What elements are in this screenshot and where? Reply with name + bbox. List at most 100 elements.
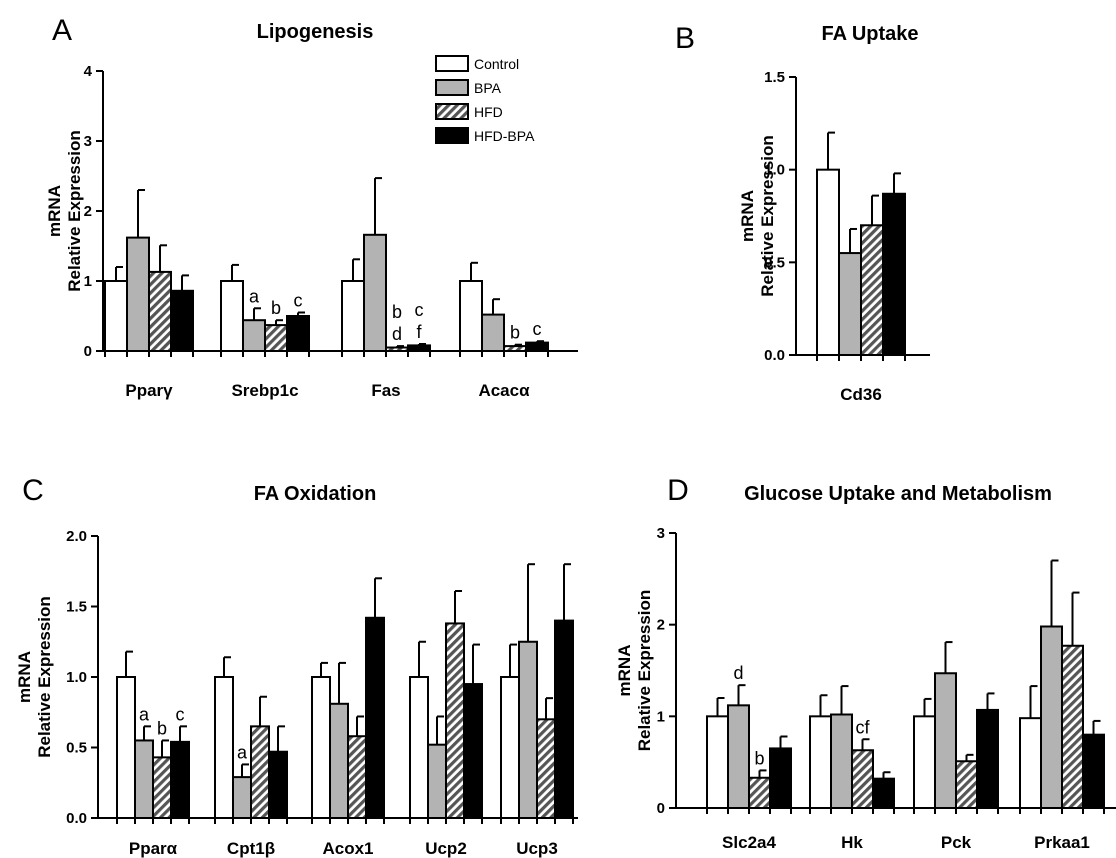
category-label: Pparα (129, 839, 178, 858)
category-label: Ucp3 (516, 839, 558, 858)
bar-bpa (518, 640, 538, 819)
significance-letter: b (271, 298, 281, 318)
bar-bpa (727, 704, 750, 809)
category-label: Ucp2 (425, 839, 467, 858)
y-tick-label: 1 (657, 708, 665, 725)
y-axis-label-line: Relative Expression (758, 135, 777, 297)
y-tick-label: 0.5 (66, 740, 87, 757)
bar-control (409, 676, 429, 819)
bar-control (459, 280, 483, 352)
panel-letter: A (52, 14, 72, 47)
panel-a: A Lipogenesis mRNARelative Expression 0 1 2 3 4… (45, 14, 578, 400)
bar-hfd-bpa (882, 192, 906, 356)
bar-hfd-bpa (769, 747, 792, 810)
bar-bpa (1040, 625, 1063, 809)
bar-hfd-bpa (268, 750, 288, 819)
legend: Control BPA HFD HFD-BPA (435, 55, 535, 144)
bar-control (104, 280, 128, 352)
bar-control (341, 280, 365, 352)
chart-title: Lipogenesis (257, 21, 374, 43)
bar-hfd-bpa (1082, 733, 1105, 810)
significance-letter: a (249, 286, 260, 306)
category-label: Prkaa1 (1034, 833, 1090, 852)
bar-hfd (748, 776, 771, 809)
y-axis-label: mRNARelative Expression (45, 130, 84, 292)
y-tick-label: 0.5 (764, 254, 785, 271)
bar-hfd (536, 718, 556, 819)
significance-letter: c (415, 300, 424, 320)
y-axis-label: mRNARelative Expression (615, 590, 654, 752)
bar-bpa (363, 233, 387, 352)
y-tick-label: 4 (84, 63, 93, 80)
legend-label: Control (474, 56, 519, 72)
category-label: Acox1 (322, 839, 373, 858)
bar-control (311, 676, 331, 819)
significance-letter: b (510, 323, 520, 343)
y-tick-label: 2 (657, 617, 665, 634)
bar-bpa (232, 776, 252, 819)
legend-label: HFD-BPA (474, 128, 535, 144)
y-tick-label: 1.5 (66, 599, 87, 616)
bar-hfd-bpa (976, 708, 999, 810)
bar-hfd (955, 760, 978, 809)
bar-bpa (126, 236, 150, 353)
y-tick-label: 0 (84, 343, 92, 360)
bar-control (1019, 717, 1042, 810)
bar-hfd (860, 224, 884, 356)
bar-hfd (851, 749, 874, 809)
category-label: Pparγ (125, 381, 173, 400)
category-label: Acacα (478, 381, 530, 400)
significance-letter: d (733, 663, 743, 683)
bar-hfd (385, 346, 409, 352)
significance-letter: a (237, 742, 248, 762)
bar-control (500, 676, 520, 819)
significance-letter: c (176, 704, 185, 724)
significance-letter: d (392, 324, 402, 344)
y-axis-label-line: Relative Expression (65, 130, 84, 292)
panel-letter: B (675, 22, 695, 55)
bar-hfd (152, 756, 172, 819)
bar-control (809, 715, 832, 809)
panel-d: D Glucose Uptake and Metabolism mRNARelati… (615, 474, 1116, 852)
y-axis-label-line: mRNA (615, 645, 634, 697)
significance-letter: c (294, 291, 303, 311)
bar-control (913, 715, 936, 809)
y-axis-label-line: Relative Expression (635, 590, 654, 752)
bar-hfd-bpa (872, 777, 895, 810)
chart-title: Glucose Uptake and Metabolism (744, 483, 1052, 505)
legend-label: BPA (474, 80, 502, 96)
bar-hfd (1061, 644, 1084, 809)
category-label: Hk (841, 833, 863, 852)
category-label: Cd36 (840, 385, 882, 404)
panel-letter: C (22, 474, 44, 507)
y-axis-label-line: mRNA (738, 190, 757, 242)
legend-label: HFD (474, 104, 503, 120)
bar-bpa (838, 252, 862, 356)
significance-letter: c (533, 319, 542, 339)
bar-control (220, 280, 244, 352)
significance-letter: cf (855, 717, 870, 737)
bar-control (706, 715, 729, 809)
y-tick-label: 2.0 (66, 528, 87, 545)
y-axis-label: mRNARelative Expression (738, 135, 777, 297)
y-axis-label-line: mRNA (15, 651, 34, 703)
y-tick-label: 3 (84, 133, 92, 150)
panel-c: C FA Oxidation mRNARelative Expression 0.0 0… (15, 474, 578, 858)
bar-control (816, 168, 840, 356)
significance-letter: b (157, 718, 167, 738)
y-tick-label: 1.0 (66, 669, 87, 686)
bar-bpa (934, 672, 957, 809)
bar-hfd-bpa (407, 344, 431, 352)
bar-hfd-bpa (525, 341, 549, 353)
category-label: Srebp1c (231, 381, 298, 400)
y-axis-label: mRNARelative Expression (15, 596, 54, 758)
legend-swatch (435, 79, 469, 96)
bar-control (214, 676, 234, 819)
bar-bpa (242, 319, 266, 353)
category-label: Fas (371, 381, 400, 400)
bar-hfd (148, 270, 172, 352)
bar-hfd (503, 345, 527, 353)
significance-letter: a (139, 704, 150, 724)
y-tick-label: 1.5 (764, 69, 785, 86)
